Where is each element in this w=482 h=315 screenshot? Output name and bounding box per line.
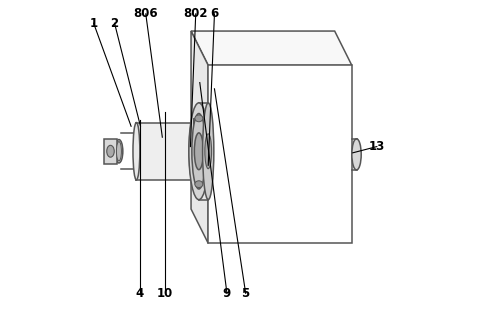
Polygon shape xyxy=(191,31,208,243)
Ellipse shape xyxy=(195,115,203,122)
Polygon shape xyxy=(208,66,352,243)
Polygon shape xyxy=(191,31,352,66)
Ellipse shape xyxy=(352,139,361,170)
Text: 4: 4 xyxy=(135,287,144,300)
Text: 5: 5 xyxy=(241,287,250,300)
Ellipse shape xyxy=(117,141,121,161)
Ellipse shape xyxy=(133,123,140,180)
FancyBboxPatch shape xyxy=(193,118,199,124)
Polygon shape xyxy=(136,123,193,180)
Text: 2: 2 xyxy=(110,17,119,30)
Text: 802: 802 xyxy=(184,7,208,20)
Text: 13: 13 xyxy=(369,140,385,153)
Ellipse shape xyxy=(189,103,209,200)
Ellipse shape xyxy=(205,134,212,169)
Ellipse shape xyxy=(107,145,114,157)
Ellipse shape xyxy=(189,123,196,180)
Ellipse shape xyxy=(115,140,123,163)
Text: 10: 10 xyxy=(156,287,173,300)
Ellipse shape xyxy=(194,133,203,170)
Ellipse shape xyxy=(192,113,206,189)
FancyBboxPatch shape xyxy=(104,139,117,163)
Ellipse shape xyxy=(202,103,214,200)
Ellipse shape xyxy=(195,181,203,187)
Text: 6: 6 xyxy=(210,7,218,20)
Text: 806: 806 xyxy=(134,7,158,20)
Text: 1: 1 xyxy=(90,17,98,30)
Text: 9: 9 xyxy=(223,287,231,300)
